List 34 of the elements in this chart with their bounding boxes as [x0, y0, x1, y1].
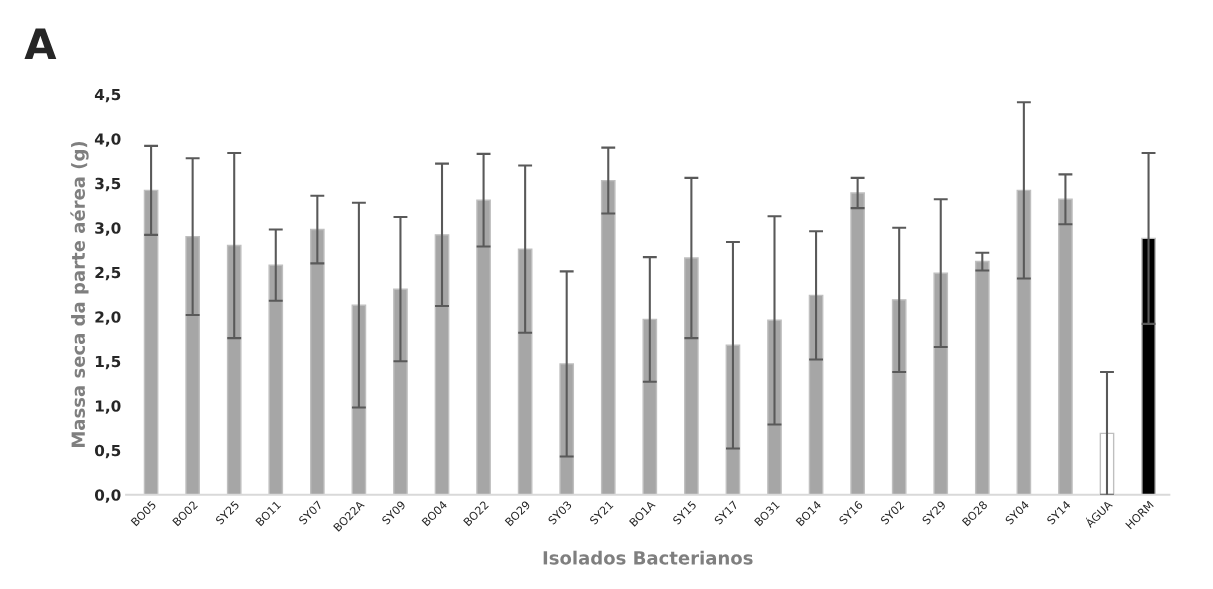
bar: [642, 318, 658, 495]
y-tick-label: 2,5: [95, 266, 121, 281]
bar: [309, 228, 325, 495]
y-tick-label: 1,0: [95, 400, 121, 414]
bar: [143, 189, 159, 495]
bar: [808, 294, 824, 495]
x-axis-title: Isolados Bacterianos: [543, 550, 753, 565]
bar: [226, 244, 242, 495]
bar: [185, 235, 200, 495]
bar: [517, 248, 533, 495]
bar: [600, 179, 616, 495]
y-tick-label: 0,5: [94, 444, 121, 459]
bar: [1016, 189, 1032, 495]
y-tick-label: 4,5: [94, 88, 121, 103]
y-tick-label: 0,0: [94, 489, 121, 503]
bar: [268, 264, 284, 495]
y-tick-label: 1,5: [95, 355, 121, 370]
bar: [933, 272, 949, 495]
y-tick-label: 2,0: [95, 311, 121, 325]
y-tick-label: 3,5: [95, 177, 121, 192]
y-tick-label: 3,0: [95, 222, 121, 236]
bar: [1141, 237, 1156, 495]
bar: [1058, 198, 1073, 495]
bar: [974, 260, 990, 495]
bar: [351, 304, 367, 495]
y-tick-label: 4,0: [94, 133, 121, 147]
bar: [850, 192, 865, 495]
bar: [434, 234, 450, 495]
bar: [393, 288, 408, 495]
y-axis-title: Massa seca da parte aérea (g): [70, 141, 89, 448]
bar: [476, 199, 491, 495]
chart-title: A: [24, 28, 57, 59]
bar: [684, 257, 699, 495]
bar: [891, 299, 907, 495]
